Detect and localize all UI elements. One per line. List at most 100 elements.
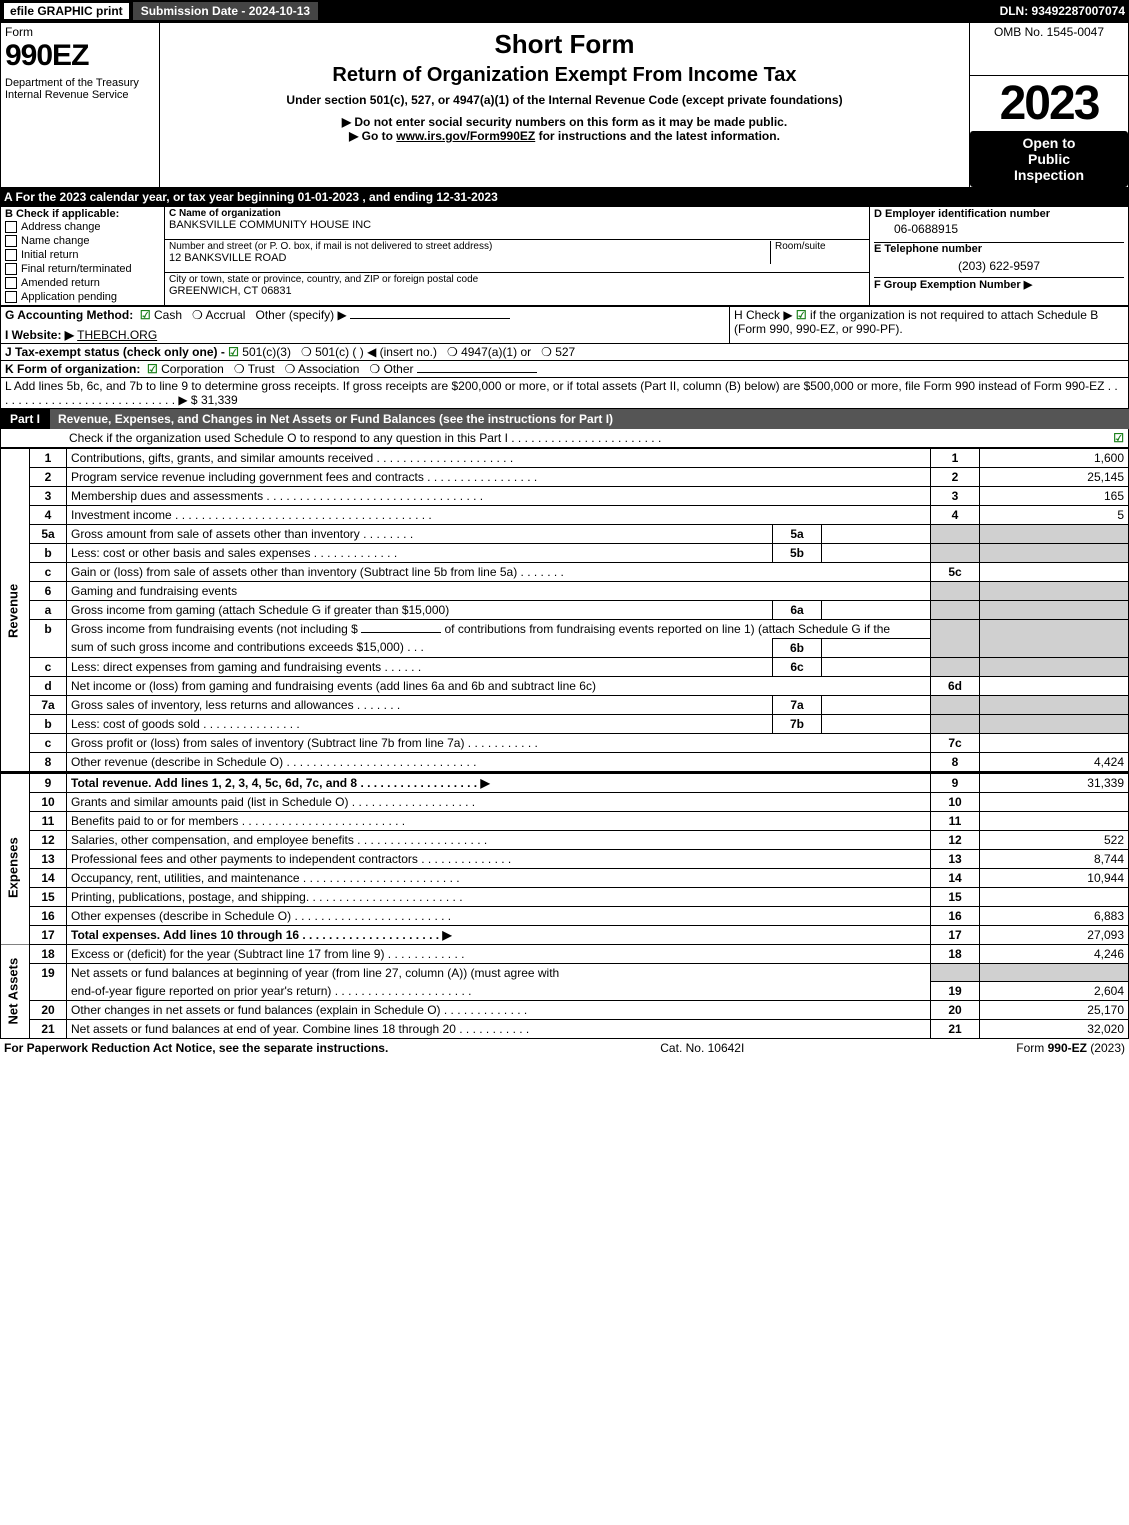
cb-amended-return[interactable]: Amended return (5, 276, 160, 290)
part1-title: Revenue, Expenses, and Changes in Net As… (50, 409, 1129, 429)
i-label: I Website: ▶ (5, 328, 74, 342)
line-amt-20: 25,170 (980, 1001, 1129, 1020)
part1-check-row: Check if the organization used Schedule … (0, 429, 1129, 448)
check-icon-j: ☑ (228, 345, 239, 359)
grey-6b (931, 619, 980, 657)
d-label: D Employer identification number (874, 208, 1050, 220)
line-desc-7b: Less: cost of goods sold . . . . . . . .… (67, 714, 773, 733)
part1-tab: Part I (0, 409, 50, 429)
j-o2: 501(c) ( ) ◀ (insert no.) (315, 345, 437, 359)
line-desc-6d: Net income or (loss) from gaming and fun… (67, 676, 931, 695)
line-num-15: 15 (30, 887, 67, 906)
line-amt-16: 6,883 (980, 906, 1129, 925)
line-desc-20: Other changes in net assets or fund bala… (67, 1001, 931, 1020)
g-cash: Cash (154, 308, 182, 322)
line-num-1: 1 (30, 448, 67, 467)
line-ref-1: 1 (931, 448, 980, 467)
line-desc-12: Salaries, other compensation, and employ… (67, 830, 931, 849)
website-link[interactable]: THEBCH.ORG (77, 328, 157, 342)
line-ref-8: 8 (931, 752, 980, 772)
line-desc-19a: Net assets or fund balances at beginning… (67, 963, 931, 982)
form-title-1: Short Form (164, 29, 965, 60)
mini-val-5b (822, 543, 931, 562)
mini-6b: 6b (773, 638, 822, 657)
l-amount: 31,339 (201, 393, 238, 407)
grey-6 (931, 581, 980, 600)
efile-print-label[interactable]: efile GRAPHIC print (4, 3, 129, 19)
line-num-3: 3 (30, 486, 67, 505)
street: 12 BANKSVILLE ROAD (169, 252, 770, 264)
street-label: Number and street (or P. O. box, if mail… (169, 241, 770, 252)
line-ref-3: 3 (931, 486, 980, 505)
j-o3: 4947(a)(1) or (461, 345, 531, 359)
line-num-7a: 7a (30, 695, 67, 714)
section-a: A For the 2023 calendar year, or tax yea… (0, 188, 1129, 206)
line-desc-5c: Gain or (loss) from sale of assets other… (67, 562, 931, 581)
cb-initial-return[interactable]: Initial return (5, 248, 160, 262)
part1-check-text: Check if the organization used Schedule … (69, 431, 1104, 445)
open1: Open to (972, 135, 1126, 151)
under-section: Under section 501(c), 527, or 4947(a)(1)… (164, 93, 965, 107)
line-desc-19b: end-of-year figure reported on prior yea… (67, 982, 931, 1001)
mini-val-6a (822, 600, 931, 619)
line-desc-21: Net assets or fund balances at end of ye… (67, 1020, 931, 1039)
footer-right-pre: Form (1016, 1041, 1047, 1055)
line-amt-17: 27,093 (980, 925, 1129, 944)
line-ref-5c: 5c (931, 562, 980, 581)
line-desc-18: Excess or (deficit) for the year (Subtra… (67, 944, 931, 963)
cb-application-pending[interactable]: Application pending (5, 290, 160, 304)
part1-title-text: Revenue, Expenses, and Changes in Net As… (58, 412, 613, 426)
cb-name-change[interactable]: Name change (5, 234, 160, 248)
mini-val-6b (822, 638, 931, 657)
form-header: Form 990EZ Short Form Return of Organiza… (0, 22, 1129, 188)
line-desc-6a: Gross income from gaming (attach Schedul… (67, 600, 773, 619)
line-num-6d: d (30, 676, 67, 695)
city-value: GREENWICH, CT 06831 (169, 285, 865, 297)
line-num-20: 20 (30, 1001, 67, 1020)
footer-right-post: (2023) (1087, 1041, 1125, 1055)
top-bar: efile GRAPHIC print Submission Date - 20… (0, 0, 1129, 22)
line-ref-20: 20 (931, 1001, 980, 1020)
goto-line: ▶ Go to www.irs.gov/Form990EZ for instru… (164, 129, 965, 143)
line-ref-6d: 6d (931, 676, 980, 695)
check-icon-part1: ☑ (1104, 431, 1124, 445)
check-icon-h: ☑ (796, 308, 807, 322)
open3: Inspection (972, 167, 1126, 183)
phone: (203) 622-9597 (874, 255, 1124, 277)
line-num-19: 19 (30, 963, 67, 1001)
form-title-2: Return of Organization Exempt From Incom… (164, 64, 965, 87)
grey-6c (931, 657, 980, 676)
warning-line: ▶ Do not enter social security numbers o… (164, 115, 965, 129)
line-num-10: 10 (30, 792, 67, 811)
grey-19 (931, 963, 980, 982)
footer-left: For Paperwork Reduction Act Notice, see … (4, 1041, 388, 1055)
open2: Public (972, 151, 1126, 167)
mini-7a: 7a (773, 695, 822, 714)
cb-label: Initial return (21, 249, 78, 261)
irs-link[interactable]: www.irs.gov/Form990EZ (396, 129, 535, 143)
ghijkl-block: G Accounting Method: ☑ Cash ❍ Accrual Ot… (0, 306, 1129, 409)
g-other: Other (specify) ▶ (255, 308, 346, 322)
net-side-label: Net Assets (1, 944, 30, 1039)
line-desc-8: Other revenue (describe in Schedule O) .… (67, 752, 931, 772)
line-num-5b: b (30, 543, 67, 562)
k-label: K Form of organization: (5, 362, 140, 376)
line-amt-13: 8,744 (980, 849, 1129, 868)
cb-address-change[interactable]: Address change (5, 220, 160, 234)
line-desc-15: Printing, publications, postage, and shi… (67, 887, 931, 906)
line-amt-19: 2,604 (980, 982, 1129, 1001)
expenses-side-label: Expenses (1, 792, 30, 944)
line-num-16: 16 (30, 906, 67, 925)
line-ref-13: 13 (931, 849, 980, 868)
cb-label: Final return/terminated (21, 263, 132, 275)
line-desc-17: Total expenses. Add lines 10 through 16 … (67, 925, 931, 944)
cb-final-return[interactable]: Final return/terminated (5, 262, 160, 276)
entity-block: B Check if applicable: Address change Na… (0, 206, 1129, 306)
ein: 06-0688915 (874, 220, 1124, 242)
line-desc-1: Contributions, gifts, grants, and simila… (67, 448, 931, 467)
l9-bold: Total revenue. Add lines 1, 2, 3, 4, 5c,… (71, 776, 490, 790)
line-num-18: 18 (30, 944, 67, 963)
line-amt-18: 4,246 (980, 944, 1129, 963)
grey-amt-6b (980, 619, 1129, 657)
mini-val-6c (822, 657, 931, 676)
